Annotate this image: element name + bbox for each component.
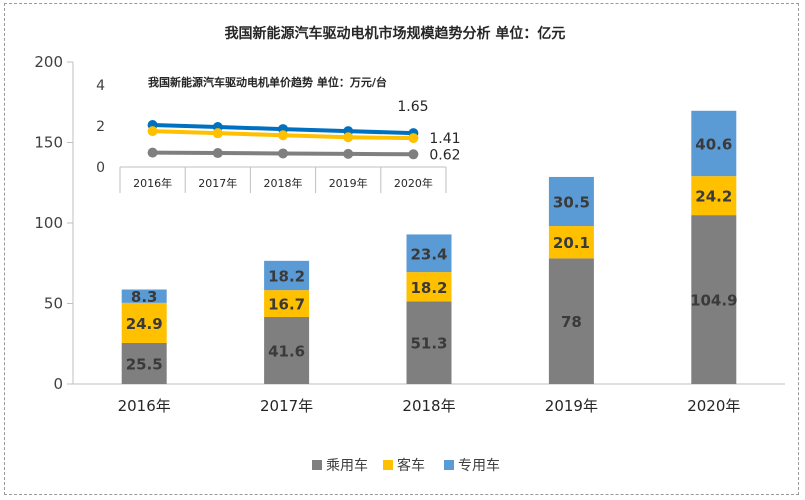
bar-value-label: 51.3 bbox=[410, 335, 447, 353]
inset-line-chart: 我国新能源汽车驱动电机单价趋势 单位：万元/台 0 2 4 2016年 2017年 201… bbox=[96, 75, 461, 193]
x-category-label: 2019年 bbox=[545, 397, 598, 415]
bar-segment bbox=[691, 215, 737, 384]
bar-segment bbox=[691, 110, 737, 177]
inset-series-point bbox=[278, 130, 288, 141]
inset-x-category-label: 2017年 bbox=[198, 176, 237, 190]
y-tick-label: 150 bbox=[34, 134, 63, 152]
bar-segment bbox=[121, 342, 167, 384]
inset-axes: 0 2 4 2016年 2017年 2018年 2019年 2020年 bbox=[96, 78, 447, 193]
bar-segment bbox=[548, 258, 594, 384]
inset-x-category-label: 2019年 bbox=[329, 176, 368, 190]
legend: 乘用车 客车 专用车 bbox=[312, 457, 500, 474]
chart-frame bbox=[4, 3, 799, 495]
inset-y-tick-label: 0 bbox=[96, 160, 105, 176]
inset-end-labels: 1.651.410.62 bbox=[397, 99, 460, 163]
bar-value-label: 23.4 bbox=[410, 245, 447, 263]
bar-segment bbox=[406, 301, 452, 384]
bar-value-label: 30.5 bbox=[553, 194, 590, 212]
inset-x-category-label: 2018年 bbox=[264, 176, 303, 190]
bar-value-label: 24.2 bbox=[695, 188, 732, 206]
y-tick-label: 0 bbox=[53, 375, 63, 393]
legend-swatch bbox=[383, 460, 393, 470]
inset-series-point bbox=[408, 133, 419, 144]
inset-y-tick-label: 2 bbox=[96, 119, 105, 135]
bar-value-label: 41.6 bbox=[268, 343, 305, 361]
bar-segment bbox=[264, 317, 310, 384]
x-category-label: 2020年 bbox=[687, 397, 740, 415]
inset-x-category-label: 2016年 bbox=[133, 176, 172, 190]
legend-swatch bbox=[444, 460, 454, 470]
legend-label: 客车 bbox=[397, 457, 425, 474]
inset-end-value-label: 1.41 bbox=[429, 131, 460, 147]
y-tick-label: 50 bbox=[44, 295, 63, 313]
bar-segment bbox=[548, 176, 594, 227]
inset-y-tick-label: 4 bbox=[96, 78, 105, 94]
main-axes: 0 50 100 150 200 bbox=[34, 53, 785, 393]
bar-segment bbox=[264, 260, 310, 291]
main-data-labels: 25.5 24.9 8.3 41.6 16.7 18.2 51.3 18.2 23.4 78 20.… bbox=[126, 135, 738, 373]
bar-segment bbox=[691, 176, 737, 216]
bar-value-label: 104.9 bbox=[690, 292, 737, 310]
bar-value-label: 16.7 bbox=[268, 296, 305, 314]
inset-series-point bbox=[147, 147, 158, 158]
bar-segment bbox=[548, 226, 594, 259]
bar-value-label: 24.9 bbox=[126, 315, 163, 333]
inset-series-point bbox=[278, 148, 288, 159]
x-category-label: 2017年 bbox=[260, 397, 313, 415]
inset-lines bbox=[147, 119, 419, 160]
legend-swatch bbox=[312, 460, 322, 470]
bar-value-label: 78 bbox=[561, 313, 582, 331]
x-category-label: 2018年 bbox=[402, 397, 455, 415]
x-category-label: 2016年 bbox=[118, 397, 171, 415]
main-category-labels: 2016年 2017年 2018年 2019年 2020年 bbox=[118, 397, 741, 415]
chart-title: 我国新能源汽车驱动电机市场规模趋势分析 单位：亿元 bbox=[225, 25, 566, 42]
bar-value-label: 18.2 bbox=[268, 267, 305, 285]
inset-series-point bbox=[212, 148, 223, 159]
inset-end-value-label: 1.65 bbox=[397, 99, 428, 115]
y-tick-label: 200 bbox=[34, 53, 63, 71]
bar-value-label: 40.6 bbox=[695, 135, 732, 153]
bar-segment bbox=[406, 234, 452, 273]
bar-value-label: 20.1 bbox=[553, 234, 590, 252]
legend-label: 专用车 bbox=[458, 457, 500, 474]
bar-segment bbox=[121, 289, 167, 303]
inset-series-point bbox=[212, 128, 223, 139]
bar-segment bbox=[264, 290, 310, 318]
legend-label: 乘用车 bbox=[326, 457, 368, 474]
bar-value-label: 25.5 bbox=[126, 355, 163, 373]
inset-end-value-label: 0.62 bbox=[429, 147, 460, 163]
inset-series-point bbox=[343, 132, 354, 143]
inset-series-point bbox=[343, 148, 354, 159]
inset-x-category-label: 2020年 bbox=[394, 176, 433, 190]
main-bars bbox=[121, 110, 737, 384]
inset-series-point bbox=[408, 149, 419, 160]
bar-segment bbox=[121, 302, 167, 343]
inset-series-point bbox=[147, 126, 158, 137]
bar-value-label: 8.3 bbox=[131, 288, 158, 306]
bar-segment bbox=[406, 272, 452, 302]
bar-value-label: 18.2 bbox=[410, 279, 447, 297]
inset-title: 我国新能源汽车驱动电机单价趋势 单位：万元/台 bbox=[148, 75, 387, 89]
y-tick-label: 100 bbox=[34, 214, 63, 232]
